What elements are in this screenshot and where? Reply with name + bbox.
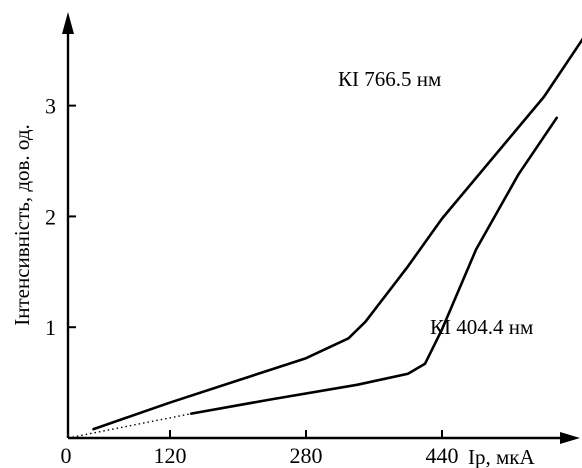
y-axis-arrow	[62, 12, 74, 34]
x-tick-label: 120	[154, 443, 187, 468]
y-ticks: 1 2 3	[45, 94, 76, 340]
x-axis-label: Ip, мкА	[468, 445, 535, 468]
series-label-766: КІ 766.5 нм	[338, 67, 441, 91]
y-tick-label: 3	[45, 94, 56, 119]
series-label-404: КІ 404.4 нм	[430, 315, 533, 339]
y-tick-label: 2	[45, 204, 56, 229]
series-line-766	[92, 37, 582, 431]
x-ticks: 120 280 440	[154, 430, 459, 468]
y-tick-label: 1	[45, 315, 56, 340]
series-layer	[67, 37, 582, 439]
x-tick-label: 280	[290, 443, 323, 468]
origin-label: 0	[61, 443, 72, 468]
x-axis-arrow	[560, 432, 580, 444]
axes	[62, 12, 580, 444]
y-axis-label: Інтенсивність, дов. од.	[10, 124, 34, 326]
series-line-404	[189, 116, 559, 415]
x-tick-label: 440	[426, 443, 459, 468]
extrapolation-line	[67, 412, 192, 439]
